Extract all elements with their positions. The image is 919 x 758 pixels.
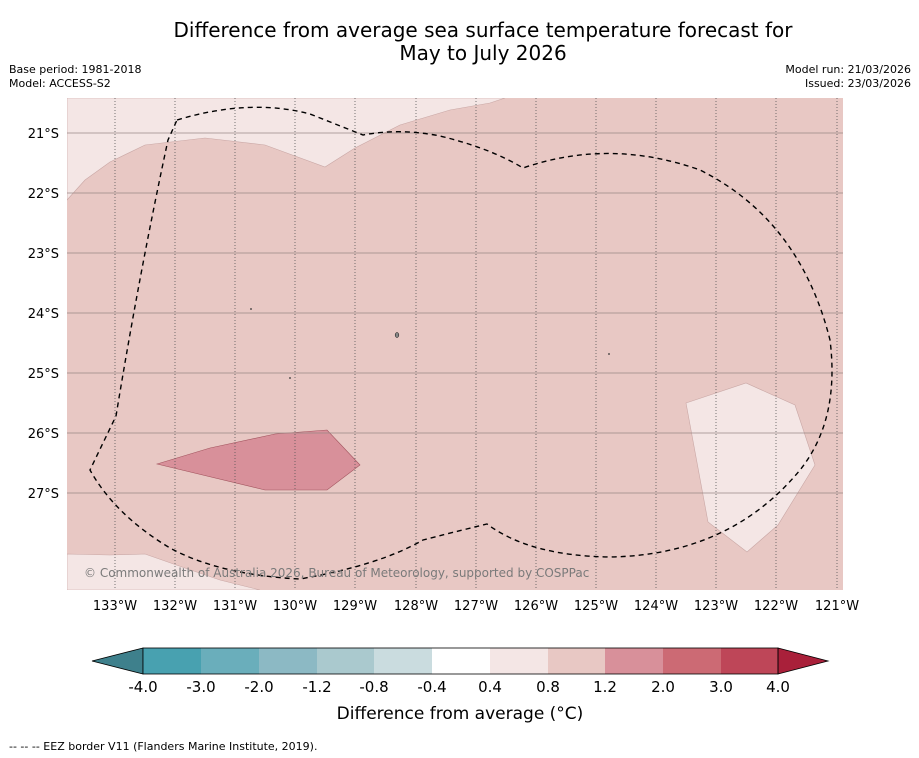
colorbar-segment-3 — [259, 648, 317, 674]
lat-labels: 21°S 22°S 23°S 24°S 25°S 26°S 27°S — [28, 127, 59, 502]
meta-left: Base period: 1981-2018 Model: ACCESS-S2 — [9, 63, 141, 91]
colorbar-outline — [142, 647, 779, 675]
eez-border — [89, 106, 833, 580]
map-area: © Commonwealth of Australia 2026, Bureau… — [67, 98, 843, 590]
island-1 — [250, 308, 252, 310]
colorbar-tick: -0.8 — [359, 678, 388, 696]
gridlines — [67, 98, 843, 590]
lon-label-123w: 123°W — [694, 599, 738, 614]
lon-label-122w: 122°W — [754, 599, 798, 614]
island-4 — [608, 353, 610, 355]
model-name: Model: ACCESS-S2 — [9, 77, 111, 90]
lat-label-22s: 22°S — [28, 187, 59, 202]
colorbar-tick: -4.0 — [128, 678, 157, 696]
islands — [250, 308, 610, 379]
lon-label-127w: 127°W — [454, 599, 498, 614]
lon-label-125w: 125°W — [574, 599, 618, 614]
copyright-note: © Commonwealth of Australia 2026, Bureau… — [84, 566, 589, 580]
colorbar-tick: 4.0 — [766, 678, 790, 696]
lon-label-131w: 131°W — [213, 599, 257, 614]
island-3 — [289, 377, 291, 379]
lat-label-24s: 24°S — [28, 307, 59, 322]
map-title: Difference from average sea surface temp… — [100, 19, 866, 65]
colorbar-segment-7 — [490, 648, 548, 674]
lon-label-133w: 133°W — [93, 599, 137, 614]
lat-label-21s: 21°S — [28, 127, 59, 142]
colorbar-tick: 0.4 — [478, 678, 502, 696]
colorbar-segment-2 — [201, 648, 259, 674]
colorbar-segment-1 — [143, 648, 201, 674]
title-line-1: Difference from average sea surface temp… — [173, 18, 793, 42]
colorbar: -4.0 -3.0 -2.0 -1.2 -0.8 -0.4 0.4 0.8 1.… — [91, 647, 830, 696]
lon-label-129w: 129°W — [333, 599, 377, 614]
lat-label-26s: 26°S — [28, 427, 59, 442]
colorbar-extend-high — [777, 647, 830, 675]
lat-label-25s: 25°S — [28, 367, 59, 382]
colorbar-segment-9 — [605, 648, 663, 674]
issued-date: Issued: 23/03/2026 — [804, 77, 911, 90]
anomaly-region-0.4-0.8-east — [685, 382, 816, 553]
anomaly-region-1.2-2.0 — [155, 429, 361, 491]
model-run: Model run: 21/03/2026 — [785, 63, 911, 76]
colorbar-segment-6 — [432, 648, 490, 674]
colorbar-segment-4 — [317, 648, 374, 674]
meta-right: Model run: 21/03/2026 Issued: 23/03/2026 — [785, 63, 911, 91]
title-line-2: May to July 2026 — [399, 41, 567, 65]
colorbar-segment-5 — [374, 648, 432, 674]
colorbar-tick: -0.4 — [417, 678, 446, 696]
colorbar-segment-10 — [663, 648, 721, 674]
lat-label-27s: 27°S — [28, 487, 59, 502]
colorbar-tick: -3.0 — [186, 678, 215, 696]
lon-label-132w: 132°W — [153, 599, 197, 614]
lon-label-128w: 128°W — [394, 599, 438, 614]
colorbar-extend-low — [91, 647, 144, 675]
island-2 — [394, 332, 400, 338]
lon-label-121w: 121°W — [815, 599, 859, 614]
colorbar-tick: 1.2 — [593, 678, 617, 696]
lat-label-23s: 23°S — [28, 247, 59, 262]
lon-label-126w: 126°W — [514, 599, 558, 614]
colorbar-segment-11 — [721, 648, 778, 674]
colorbar-tick: 0.8 — [536, 678, 560, 696]
colorbar-segment-8 — [548, 648, 605, 674]
lon-label-124w: 124°W — [634, 599, 678, 614]
colorbar-tick: -2.0 — [244, 678, 273, 696]
base-period: Base period: 1981-2018 — [9, 63, 142, 76]
colorbar-ticks: -4.0 -3.0 -2.0 -1.2 -0.8 -0.4 0.4 0.8 1.… — [128, 678, 790, 696]
lon-label-130w: 130°W — [273, 599, 317, 614]
colorbar-tick: 3.0 — [709, 678, 733, 696]
colorbar-tick: -1.2 — [302, 678, 331, 696]
colorbar-label: Difference from average (°C) — [336, 704, 584, 724]
colorbar-tick: 2.0 — [651, 678, 675, 696]
eez-footnote: -- -- -- EEZ border V11 (Flanders Marine… — [9, 740, 318, 753]
lon-labels: 133°W 132°W 131°W 130°W 129°W 128°W 127°… — [93, 599, 859, 614]
